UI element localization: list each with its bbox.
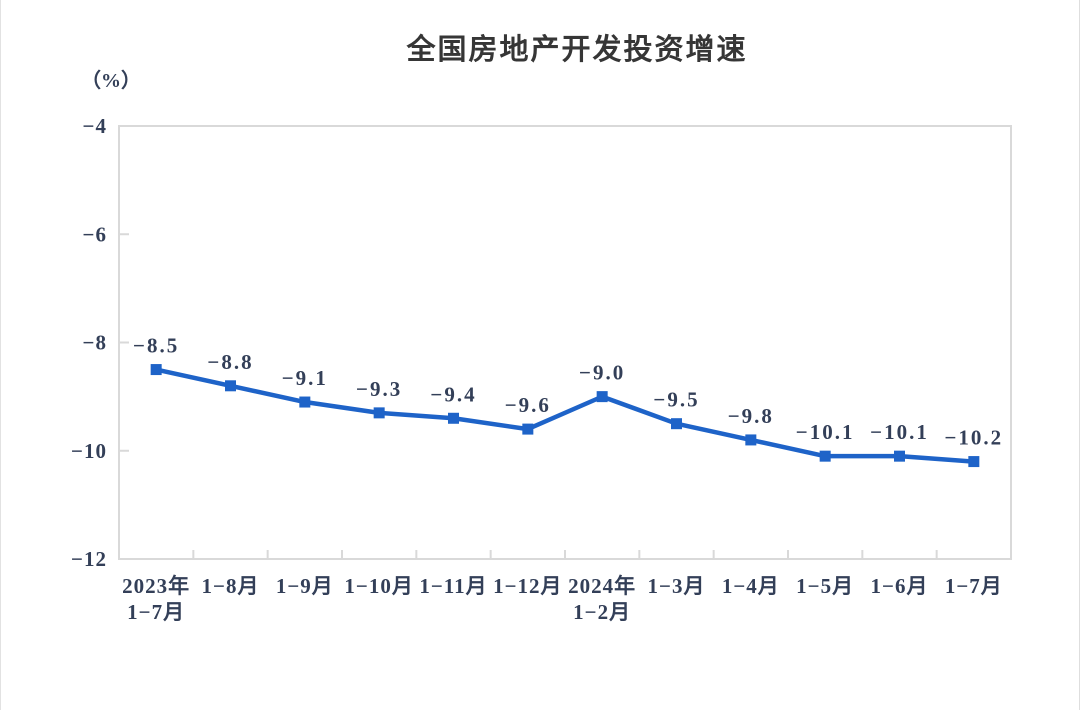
x-axis-label: 1−3月 [648,574,706,598]
data-point-marker [745,434,757,446]
x-axis-label: 1−10月 [344,574,413,598]
data-point-marker [448,412,459,424]
x-axis-label: 1−12月 [493,574,562,598]
data-point-marker [596,391,608,403]
x-axis-label: 2024年 1−2月 [568,574,636,624]
data-point-label: −9.0 [579,361,625,385]
data-point-marker [299,396,311,408]
data-line [153,367,977,464]
data-point-marker [522,423,534,435]
plot-border [118,125,1012,560]
x-axis-label: 1−11月 [419,574,487,598]
data-point-label: −9.3 [356,377,402,401]
y-axis-label: −8 [83,331,107,355]
data-point-marker [968,456,980,468]
y-axis-label: −10 [71,439,107,463]
data-point-label: −9.8 [728,404,774,428]
x-axis-label: 1−4月 [722,574,780,598]
y-axis-label: −6 [83,222,107,246]
data-point-label: −10.2 [944,426,1003,450]
y-axis-unit-label: （%） [81,70,141,92]
data-point-label: −9.4 [430,382,476,406]
data-point-marker [671,418,682,430]
x-axis-label: 2023年 1−7月 [122,574,190,624]
x-axis-label: 1−5月 [796,574,854,598]
x-axis-label: 1−6月 [871,574,929,598]
chart-title: 全国房地产开发投资增速 [406,34,748,66]
x-axis-label: 1−9月 [276,574,334,598]
data-point-marker [819,450,831,462]
y-axis-label: −4 [83,114,107,138]
data-point-marker [150,364,162,376]
data-point-label: −9.1 [282,366,328,390]
data-point-label: −8.5 [133,334,179,358]
data-point-marker [894,450,905,462]
data-point-label: −8.8 [207,350,253,374]
data-point-marker [373,407,385,419]
data-point-label: −9.5 [653,388,699,412]
data-point-marker [225,380,236,392]
data-point-label: −9.6 [505,393,551,417]
y-axis-label: −12 [71,547,107,571]
data-point-label: −10.1 [870,420,929,444]
x-axis-label: 1−7月 [945,574,1003,598]
data-point-label: −10.1 [796,420,855,444]
x-axis-label: 1−8月 [202,574,260,598]
